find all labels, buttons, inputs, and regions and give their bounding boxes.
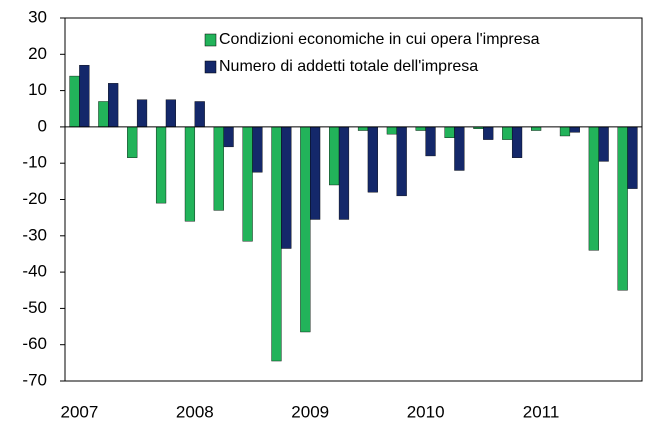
bar <box>155 126 167 204</box>
y-tick-label: -30 <box>22 225 47 244</box>
bar <box>502 126 513 140</box>
bar <box>338 126 350 220</box>
bar <box>184 126 196 222</box>
bar <box>271 126 282 362</box>
bar <box>300 126 311 333</box>
legend: Condizioni economiche in cui opera l'imp… <box>204 31 540 75</box>
bar <box>627 126 638 189</box>
bar <box>569 126 580 133</box>
bar <box>598 126 609 162</box>
bar <box>194 101 205 128</box>
bar <box>617 126 628 291</box>
bar <box>165 99 176 128</box>
bar <box>79 64 90 128</box>
bar <box>310 126 321 220</box>
bar <box>213 126 224 211</box>
bar <box>329 126 340 186</box>
bar <box>415 126 426 131</box>
legend-swatch <box>204 60 217 74</box>
bar <box>559 126 571 137</box>
y-tick-label: -50 <box>22 298 47 317</box>
bar <box>386 126 397 135</box>
bar <box>223 126 234 148</box>
bar <box>108 83 119 128</box>
legend-label: Condizioni economiche in cui opera l'imp… <box>219 31 540 48</box>
x-tick-label: 2007 <box>61 402 99 421</box>
y-tick-label: -10 <box>22 153 47 172</box>
y-tick-label: 10 <box>28 80 47 99</box>
bar <box>136 99 148 128</box>
bar <box>396 126 407 197</box>
bar <box>69 75 80 128</box>
x-tick-label: 2008 <box>176 402 214 421</box>
bar <box>127 126 138 158</box>
legend-swatch <box>204 33 217 47</box>
x-tick-label: 2010 <box>407 402 445 421</box>
y-tick-label: -60 <box>22 334 47 353</box>
bar <box>511 126 523 158</box>
bar <box>281 126 292 249</box>
legend-label: Numero di addetti totale dell'impresa <box>219 58 478 75</box>
bar <box>367 126 378 193</box>
y-tick-label: 20 <box>28 44 47 63</box>
y-tick-label: 0 <box>38 116 47 135</box>
bar <box>98 101 109 128</box>
bar <box>242 126 253 242</box>
x-tick-label: 2009 <box>291 402 329 421</box>
y-tick-label: 30 <box>28 7 47 26</box>
bar <box>588 126 599 251</box>
bar <box>444 126 455 138</box>
bar <box>252 126 263 173</box>
bar <box>454 126 465 171</box>
bar <box>425 126 436 157</box>
y-tick-label: -40 <box>22 262 47 281</box>
bar <box>531 126 542 131</box>
x-tick-label: 2011 <box>523 402 560 421</box>
bar <box>483 126 494 140</box>
y-tick-label: -20 <box>22 189 47 208</box>
bar <box>357 126 369 131</box>
y-tick-label: -70 <box>22 370 47 389</box>
